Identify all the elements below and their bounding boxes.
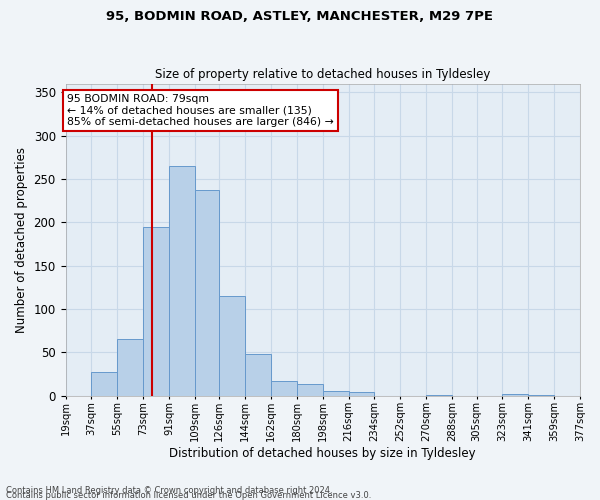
Bar xyxy=(91,372,117,396)
X-axis label: Distribution of detached houses by size in Tyldesley: Distribution of detached houses by size … xyxy=(169,447,476,460)
Text: Contains HM Land Registry data © Crown copyright and database right 2024.: Contains HM Land Registry data © Crown c… xyxy=(6,486,332,495)
Bar xyxy=(143,226,169,396)
Bar xyxy=(528,394,554,396)
Bar xyxy=(502,394,528,396)
Text: 95, BODMIN ROAD, ASTLEY, MANCHESTER, M29 7PE: 95, BODMIN ROAD, ASTLEY, MANCHESTER, M29… xyxy=(107,10,493,23)
Text: 95 BODMIN ROAD: 79sqm
← 14% of detached houses are smaller (135)
85% of semi-det: 95 BODMIN ROAD: 79sqm ← 14% of detached … xyxy=(67,94,334,127)
Title: Size of property relative to detached houses in Tyldesley: Size of property relative to detached ho… xyxy=(155,68,490,81)
Bar xyxy=(169,166,195,396)
Bar xyxy=(349,392,374,396)
Bar xyxy=(271,381,297,396)
Y-axis label: Number of detached properties: Number of detached properties xyxy=(15,146,28,332)
Bar xyxy=(426,394,452,396)
Bar xyxy=(117,339,143,396)
Bar xyxy=(297,384,323,396)
Bar xyxy=(245,354,271,396)
Text: Contains public sector information licensed under the Open Government Licence v3: Contains public sector information licen… xyxy=(6,491,371,500)
Bar xyxy=(323,391,349,396)
Bar xyxy=(219,296,245,396)
Bar xyxy=(195,190,219,396)
